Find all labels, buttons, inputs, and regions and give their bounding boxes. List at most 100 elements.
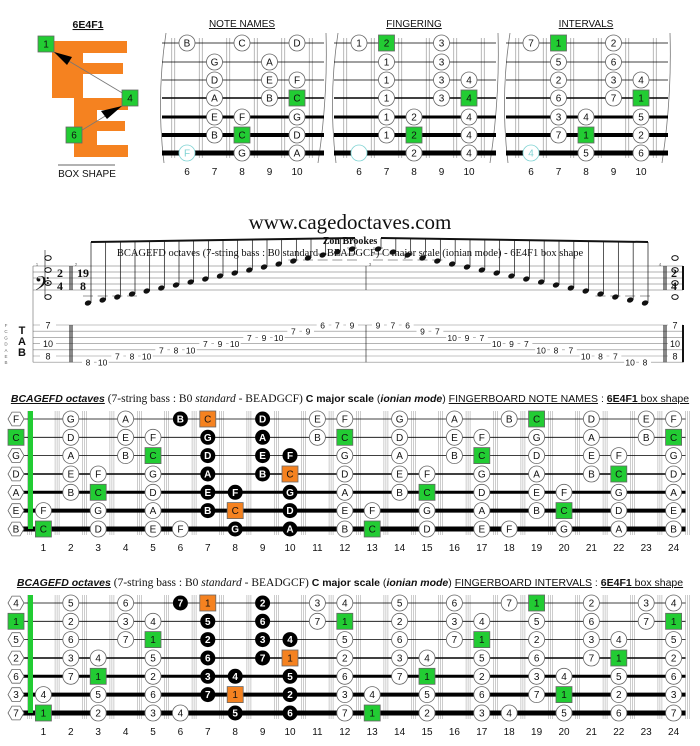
note-head (143, 288, 150, 294)
fingerboard-note-label: 6 (287, 709, 293, 720)
fingerboard-note-label: D (615, 506, 622, 517)
fingerboard-note-circle (391, 612, 409, 630)
fingerboard-note-label: 6 (616, 709, 622, 720)
small-note-circle (460, 144, 478, 162)
fingerboard-note-label: 3 (13, 690, 19, 701)
fingerboard-note-label: 6 (13, 672, 19, 683)
fingerboard-note-dot (255, 595, 271, 611)
tab-letter: A (18, 336, 26, 348)
title-part: ionian mode (380, 393, 443, 405)
fingerboard-note-label: D (588, 415, 595, 426)
title-part: ionian mode (386, 577, 449, 589)
small-note-circle (550, 71, 567, 89)
fingerboard-note-circle (117, 631, 134, 648)
fingerboard-note-label: E (150, 525, 157, 536)
fret-number: 9 (260, 543, 266, 554)
fingerboard-note-label: 2 (205, 635, 211, 646)
fingerboard-note-dot (282, 687, 298, 703)
small-note-circle (233, 108, 251, 126)
tab-number-bg (639, 358, 651, 367)
fingerboard-note-label: 1 (342, 617, 348, 628)
fingerboard-note-label: 3 (452, 617, 458, 628)
fingerboard-note-circle (144, 483, 162, 501)
fingerboard-note-circle (89, 502, 107, 520)
tab-number-bg (316, 321, 329, 329)
fingerboard-note-label: D (286, 506, 293, 517)
fingerboard-note-label: E (451, 433, 458, 444)
tab-number: 7 (524, 339, 529, 349)
fingerboard-note-square (144, 631, 162, 648)
letter-f-shape (52, 41, 127, 98)
fingerboard-note-label: 4 (13, 599, 19, 610)
fingerboard-note-square (363, 520, 381, 538)
fingerboard-note-label: B (122, 451, 129, 462)
fret-number: 3 (95, 543, 101, 554)
fingerboard-note-circle (418, 502, 436, 520)
fingerboard-note-label: A (670, 488, 677, 499)
fingerboard-note-label: 1 (13, 617, 19, 628)
tab-number: 7 (568, 345, 573, 355)
fingerboard-note-dot (282, 448, 298, 464)
fingerboard-note-label: 4 (616, 635, 622, 646)
fingerboard-note-square (336, 428, 354, 446)
beam (380, 237, 649, 243)
tab-number-bg (520, 339, 533, 348)
tab-number: 7 (115, 352, 120, 362)
small-note-label: 2 (411, 131, 417, 142)
fingerboard-note-circle (665, 465, 682, 483)
fingerboard-note-label: 4 (424, 654, 430, 665)
fingerboard-note-label: 7 (534, 690, 540, 701)
fingerboard-note-dot (255, 466, 271, 482)
small-note-ghost-circle (522, 144, 540, 162)
fingerboard-note-square (281, 649, 299, 667)
small-diagram-title: NOTE NAMES (209, 19, 275, 30)
note-head (478, 267, 486, 273)
fingerboard-note-label: 3 (397, 654, 403, 665)
fingerboard-note-label: A (259, 433, 266, 444)
fingerboard-note-circle (62, 612, 80, 630)
tab-number-bg (505, 339, 518, 348)
tab-string-label: E (4, 354, 7, 359)
fingerboard-note-label: 4 (369, 690, 375, 701)
tab-number-bg (386, 321, 399, 329)
small-note-label: B (184, 39, 191, 50)
fingerboard-note-label: C (615, 470, 622, 481)
fingerboard-note-label: 6 (260, 617, 266, 628)
fingerboard-note-square (473, 631, 491, 648)
fingerboard-note-label: E (670, 506, 677, 517)
tab-number-bg (668, 339, 682, 348)
fingerboard-note-label: 5 (479, 654, 485, 665)
tab-number: 7 (613, 352, 618, 362)
tab-number: 8 (45, 352, 50, 362)
fingerboard-note-label: G (615, 488, 623, 499)
fingerboard-note-label: D (478, 488, 485, 499)
fingerboard-note-circle (144, 520, 162, 538)
fingerboard-note-square (35, 520, 52, 538)
fingerboard-note-circle (555, 520, 573, 538)
fingerboard-note-dot (200, 484, 216, 500)
fret-number: 13 (367, 543, 379, 554)
fret-number: 2 (68, 727, 74, 738)
tab-number-bg (535, 345, 548, 354)
fingerboard-note-label: 2 (534, 635, 540, 646)
fingerboard-note-label: F (40, 506, 46, 517)
fingerboard-note-hexagon (7, 466, 25, 482)
note-head (114, 294, 121, 300)
small-note-label: D (211, 76, 218, 87)
title-part: ( (373, 393, 381, 405)
small-note-circle (233, 144, 251, 162)
fret-number: 11 (312, 543, 323, 554)
note-head (537, 279, 545, 285)
small-note-label: 6 (556, 94, 562, 105)
fret-number: 14 (394, 543, 406, 554)
small-note-label: B (211, 131, 218, 142)
fingerboard-note-dot (200, 448, 216, 464)
fingerboard-note-label: A (286, 525, 293, 536)
fingerboard-note-circle (473, 704, 491, 722)
fingerboard-note-circle (89, 520, 107, 538)
fingerboard-note-circle (363, 686, 381, 703)
small-note-circle (405, 144, 423, 162)
fingerboard-note-square (418, 667, 436, 685)
small-fret-number: 7 (384, 167, 390, 178)
fingerboard-note-circle (62, 428, 80, 446)
